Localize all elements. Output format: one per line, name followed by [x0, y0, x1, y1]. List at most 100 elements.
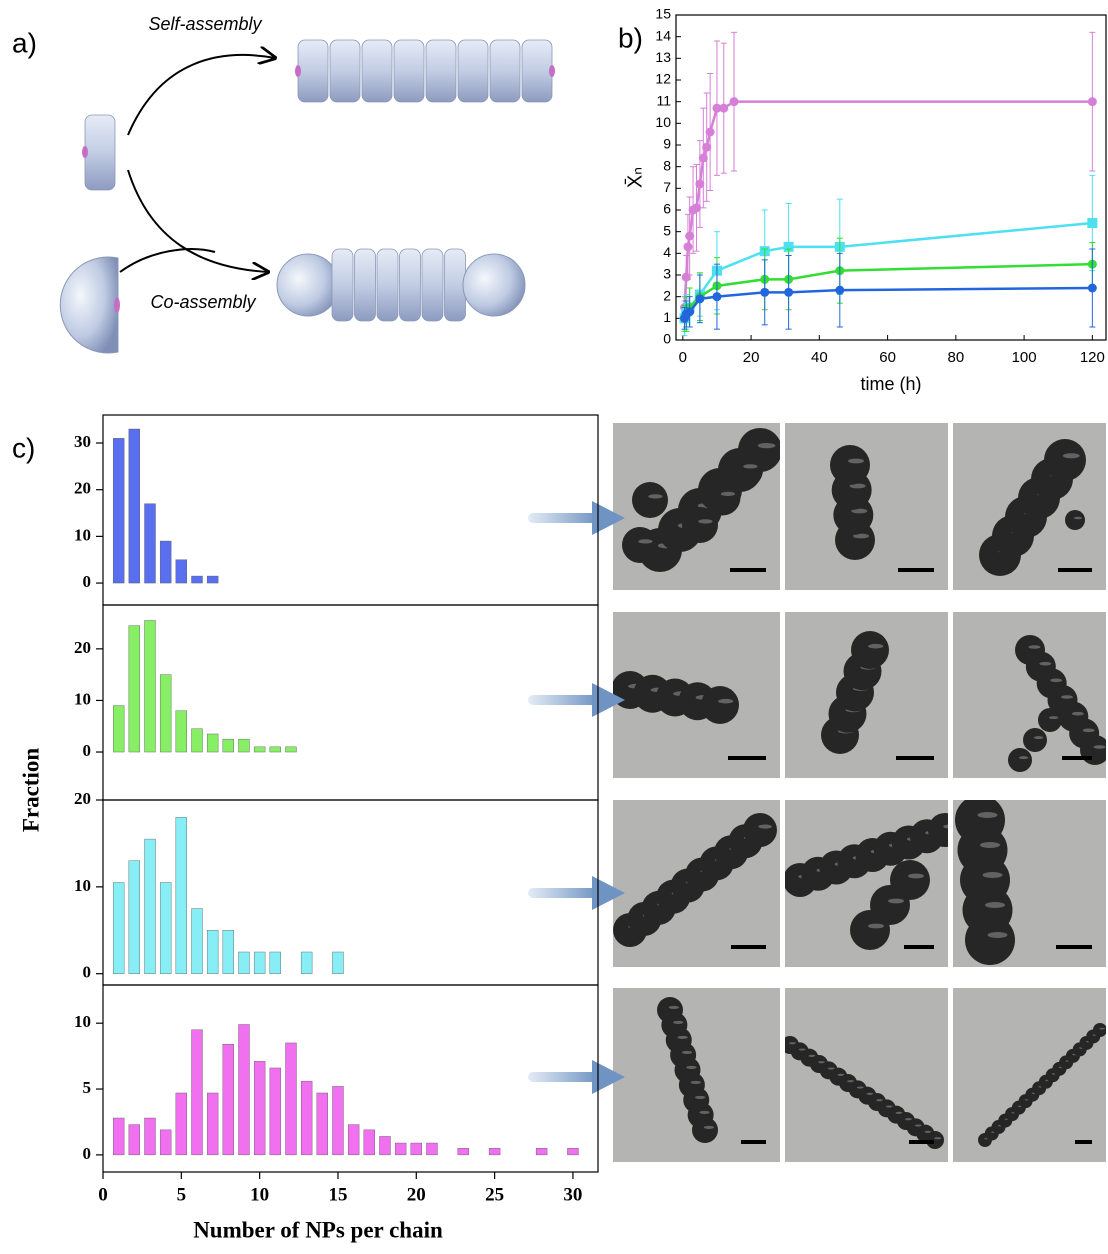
scale-bar: [898, 568, 934, 572]
point: [685, 307, 694, 316]
bar: [145, 620, 156, 752]
x-axis-label: time (h): [860, 374, 921, 394]
bar: [129, 626, 140, 752]
particle-gap: [868, 924, 884, 929]
x-tick-label: 60: [879, 349, 896, 366]
bar: [192, 576, 203, 583]
disc: [490, 40, 520, 102]
particle-gap: [988, 932, 1008, 938]
point: [706, 128, 715, 137]
particle-gap: [648, 494, 662, 498]
disc: [362, 40, 392, 102]
bar: [176, 560, 187, 583]
bar: [113, 883, 124, 974]
scale-bar: [909, 1140, 934, 1144]
particle: [632, 482, 668, 518]
x-axis-label: Number of NPs per chain: [193, 1217, 443, 1242]
core: [549, 65, 555, 77]
y-tick-label: 0: [83, 741, 92, 760]
disc: [458, 40, 488, 102]
y-tick-label: 11: [656, 92, 671, 108]
micrograph: [611, 612, 780, 778]
point: [835, 286, 844, 295]
particle-gap: [908, 874, 924, 879]
disc: [400, 249, 421, 321]
hemisphere: [60, 257, 118, 353]
y-tick-label: 7: [663, 179, 671, 195]
bar: [223, 739, 234, 752]
x-tick-label: 0: [679, 349, 687, 366]
particle-gap: [718, 699, 733, 704]
disc: [298, 40, 328, 102]
particle-gap: [983, 872, 1003, 878]
y-tick-label: 6: [663, 201, 671, 217]
bar: [254, 1061, 265, 1155]
micrograph: [783, 800, 962, 967]
y-tick-label: 5: [663, 222, 671, 238]
scale-bar: [896, 756, 934, 760]
y-tick-label: 9: [663, 136, 671, 152]
bar: [332, 952, 343, 974]
particle: [1093, 1023, 1107, 1037]
disc: [522, 40, 552, 102]
y-tick-label: 0: [83, 963, 92, 982]
particle: [1023, 728, 1047, 752]
particle-gap: [698, 519, 712, 523]
bar: [458, 1148, 469, 1155]
x-tick-label: 120: [1080, 349, 1105, 366]
arrow-shaft: [528, 888, 598, 898]
bar: [254, 747, 265, 752]
particle-gap: [888, 899, 904, 904]
disc: [445, 249, 466, 321]
scale-bar: [1056, 945, 1092, 949]
y-tick-label: 2: [663, 287, 671, 303]
bar: [207, 1093, 218, 1155]
particle-gap: [980, 842, 1000, 848]
arrow-shaft: [528, 1072, 598, 1082]
sphere: [463, 254, 525, 316]
particle: [851, 631, 889, 669]
panel-label: a): [12, 27, 37, 58]
point: [699, 154, 708, 163]
bar: [285, 747, 296, 752]
y-tick-label: 10: [74, 689, 91, 708]
particle-gap: [1061, 695, 1073, 699]
bar: [536, 1148, 547, 1155]
particle: [622, 527, 658, 563]
arrow: [120, 249, 215, 272]
bar: [129, 1125, 140, 1155]
y-axis-label: X̄ₙ: [623, 167, 646, 188]
core: [295, 65, 301, 77]
bar: [364, 1130, 375, 1155]
y-tick-label: 10: [74, 525, 91, 544]
bar: [426, 1143, 437, 1155]
bar: [332, 1086, 343, 1154]
micrograph: [785, 612, 948, 778]
y-tick-label: 20: [74, 479, 91, 498]
particle-gap: [691, 1081, 701, 1084]
y-tick-label: 20: [74, 789, 91, 808]
particle: [830, 445, 870, 485]
bar: [270, 747, 281, 752]
bar: [317, 1093, 328, 1155]
point: [1088, 97, 1097, 106]
particle: [965, 915, 1015, 965]
scale-bar: [1075, 1140, 1092, 1144]
particle: [692, 1117, 718, 1143]
x-tick-label: 100: [1012, 349, 1037, 366]
x-tick-label: 20: [743, 349, 760, 366]
point: [712, 292, 721, 301]
bar: [160, 675, 171, 752]
x-tick-label: 40: [811, 349, 828, 366]
diagram-label: Self-assembly: [148, 14, 262, 34]
scale-bar: [730, 568, 766, 572]
particle: [743, 813, 777, 847]
scale-bar: [741, 1140, 766, 1144]
disc: [422, 249, 443, 321]
micrograph: [785, 423, 948, 590]
bar: [176, 817, 187, 973]
bar: [567, 1148, 578, 1155]
particle-gap: [758, 443, 776, 448]
particle-gap: [704, 1126, 714, 1129]
bar: [129, 861, 140, 974]
